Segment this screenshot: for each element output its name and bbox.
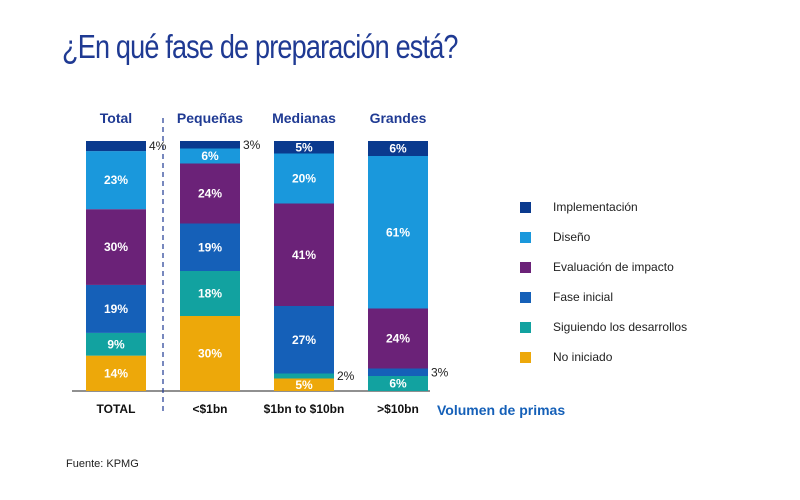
bar-value-label: 30%	[198, 347, 222, 361]
bar-value-label: 5%	[295, 140, 313, 154]
bar-value-label: 6%	[201, 149, 219, 163]
bar-value-label: 6%	[389, 377, 407, 391]
bar-value-label-outside: 2%	[337, 369, 355, 383]
x-tick-label: <$1bn	[192, 402, 227, 416]
legend-item-fase-inicial: Fase inicial	[520, 282, 687, 312]
legend-swatch-siguiendo	[520, 321, 531, 333]
legend-label: Evaluación de impacto	[553, 260, 674, 274]
bar-segment	[180, 316, 240, 391]
legend-item-siguiendo: Siguiendo los desarrollos	[520, 312, 687, 342]
legend-label: Fase inicial	[553, 290, 614, 304]
bar-value-label: 19%	[198, 240, 222, 254]
bar-value-label: 9%	[107, 337, 125, 351]
legend-item-diseno: Diseño	[520, 222, 687, 252]
bar-value-label: 18%	[198, 287, 222, 301]
bar-segment	[368, 308, 428, 369]
bar-value-label: 6%	[389, 142, 407, 156]
source-note: Fuente: KPMG	[66, 458, 139, 470]
chart-title: ¿En qué fase de preparación está?	[62, 28, 458, 65]
bar-value-label: 14%	[104, 366, 128, 380]
bar-segment	[180, 223, 240, 271]
bar-segment	[86, 141, 146, 152]
bar-segment	[368, 156, 428, 309]
x-tick-label: >$10bn	[377, 402, 419, 416]
bar-value-label: 30%	[104, 240, 128, 254]
bar-value-label: 24%	[198, 187, 222, 201]
legend: Implementación Diseño Evaluación de impa…	[520, 192, 687, 372]
group-header: Pequeñas	[177, 110, 243, 126]
legend-label: Diseño	[553, 230, 591, 244]
legend-swatch-implementacion	[520, 201, 531, 213]
bar-segment	[274, 203, 334, 306]
bar-value-label: 27%	[292, 333, 316, 347]
group-header: Total	[100, 110, 132, 126]
bar-value-label: 24%	[386, 332, 410, 346]
legend-label: Implementación	[553, 200, 638, 214]
bar-segment	[86, 151, 146, 210]
bar-segment	[274, 378, 334, 391]
bar-value-label: 19%	[104, 302, 128, 316]
bar-segment	[368, 141, 428, 156]
x-tick-label: TOTAL	[97, 402, 136, 416]
bar-value-label: 5%	[295, 378, 313, 392]
bar-segment	[368, 376, 428, 391]
bar-segment	[274, 373, 334, 379]
bar-value-label: 41%	[292, 248, 316, 262]
bar-segment	[86, 332, 146, 356]
bar-segment	[180, 148, 240, 164]
bar-segment	[86, 355, 146, 391]
bar-segment	[180, 271, 240, 316]
bar-value-label: 23%	[104, 173, 128, 187]
bar-value-label-outside: 3%	[243, 138, 261, 152]
legend-item-no-iniciado: No iniciado	[520, 342, 687, 372]
legend-swatch-diseno	[520, 231, 531, 243]
legend-swatch-evaluacion	[520, 261, 531, 273]
bar-segment	[274, 306, 334, 374]
legend-swatch-no-iniciado	[520, 351, 531, 363]
x-tick-label: $1bn to $10bn	[264, 402, 345, 416]
bar-value-label-outside: 4%	[149, 139, 167, 153]
legend-label: Siguiendo los desarrollos	[553, 320, 688, 334]
group-header: Grandes	[370, 110, 427, 126]
bar-segment	[86, 209, 146, 285]
legend-swatch-fase-inicial	[520, 291, 531, 303]
bar-segment	[86, 284, 146, 333]
legend-item-implementacion: Implementación	[520, 192, 687, 222]
group-header: Medianas	[272, 110, 336, 126]
x-axis-label: Volumen de primas	[437, 402, 565, 418]
bar-value-label: 20%	[292, 172, 316, 186]
bar-value-label-outside: 3%	[431, 365, 449, 379]
bar-segment	[180, 163, 240, 224]
bar-segment	[368, 368, 428, 376]
legend-item-evaluacion: Evaluación de impacto	[520, 252, 687, 282]
legend-label: No iniciado	[553, 350, 613, 364]
bar-segment	[180, 141, 240, 149]
bar-value-label: 61%	[386, 225, 410, 239]
bar-segment	[274, 141, 334, 154]
bar-segment	[274, 153, 334, 204]
